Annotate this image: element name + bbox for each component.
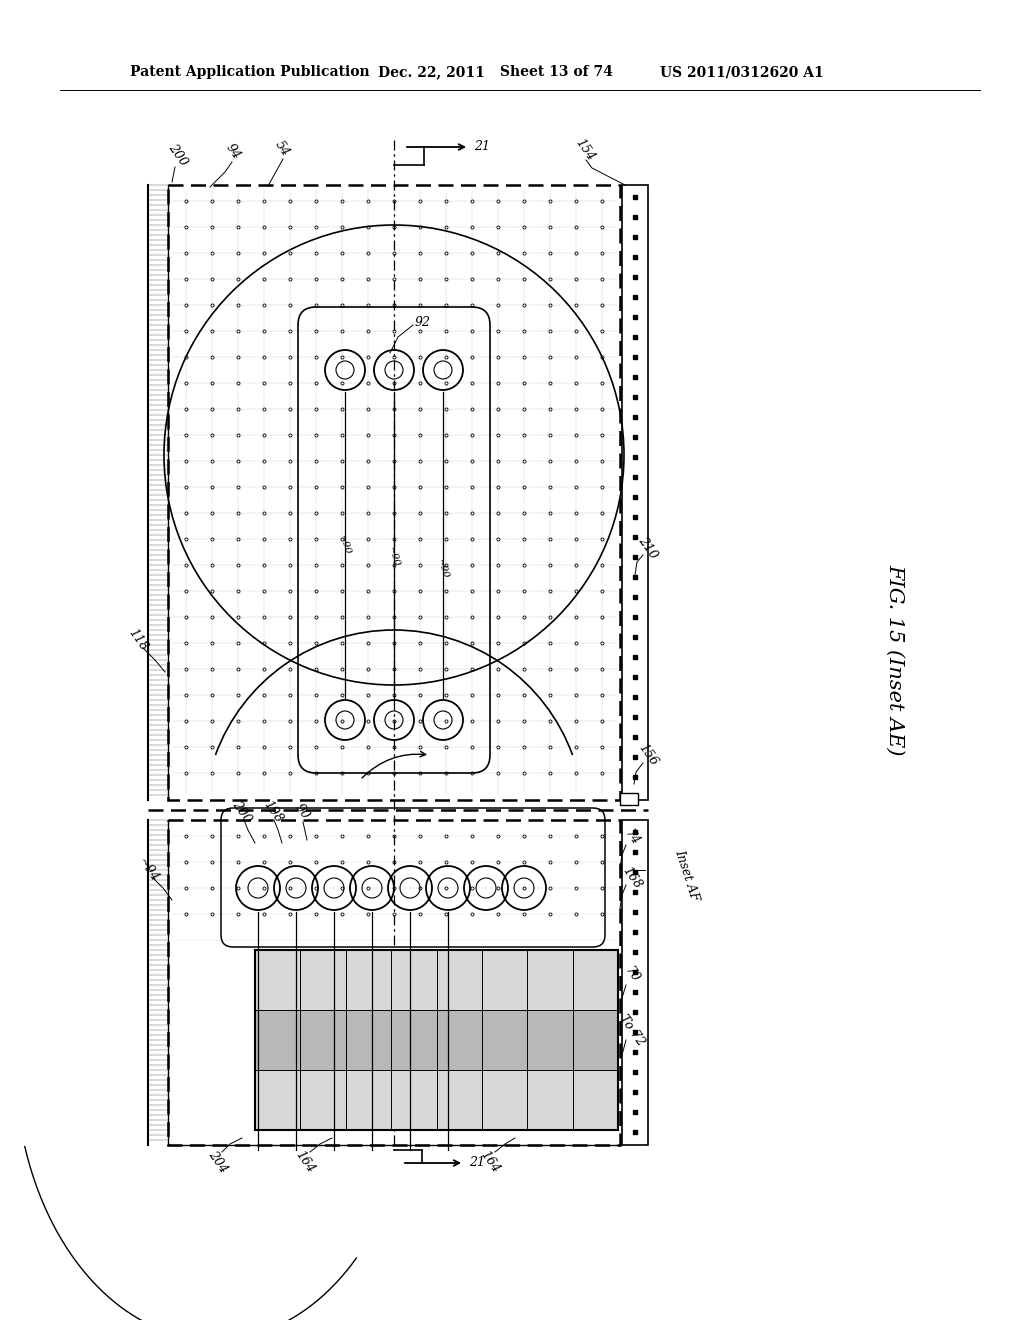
Bar [255,950,618,1130]
Bar [255,950,618,1010]
Text: 156: 156 [636,742,660,768]
Text: 168: 168 [620,865,644,891]
Text: 94: 94 [223,141,243,162]
Text: 154: 154 [572,136,597,164]
Text: 21: 21 [474,140,490,153]
Text: Dec. 22, 2011: Dec. 22, 2011 [378,65,485,79]
Text: 164: 164 [478,1148,502,1176]
Text: To 72: To 72 [616,1012,647,1048]
Text: 200: 200 [229,799,254,825]
Text: 164: 164 [293,1148,317,1176]
Text: FIG. 15 (Inset AE): FIG. 15 (Inset AE) [886,564,904,756]
Bar [255,1010,618,1071]
Text: 21: 21 [469,1156,485,1170]
Bar [255,950,618,1130]
Text: 198: 198 [261,799,286,825]
Text: 118: 118 [126,627,151,653]
Text: ~90: ~90 [338,533,352,556]
Text: ~90: ~90 [435,558,451,581]
Text: 70: 70 [623,965,642,985]
Bar [255,1071,618,1130]
Text: 200: 200 [166,141,190,169]
Text: 74: 74 [623,828,642,849]
Text: 54: 54 [272,139,292,160]
Text: 204: 204 [206,1148,230,1176]
Text: 90: 90 [292,801,312,822]
Text: ~94: ~94 [135,855,161,884]
Text: 210: 210 [636,535,660,561]
Text: ~90: ~90 [386,545,401,568]
Text: 92: 92 [415,315,431,329]
Text: US 2011/0312620 A1: US 2011/0312620 A1 [660,65,823,79]
Text: Patent Application Publication: Patent Application Publication [130,65,370,79]
Bar [620,793,638,805]
Text: Inset AF: Inset AF [672,847,700,903]
Text: Sheet 13 of 74: Sheet 13 of 74 [500,65,613,79]
